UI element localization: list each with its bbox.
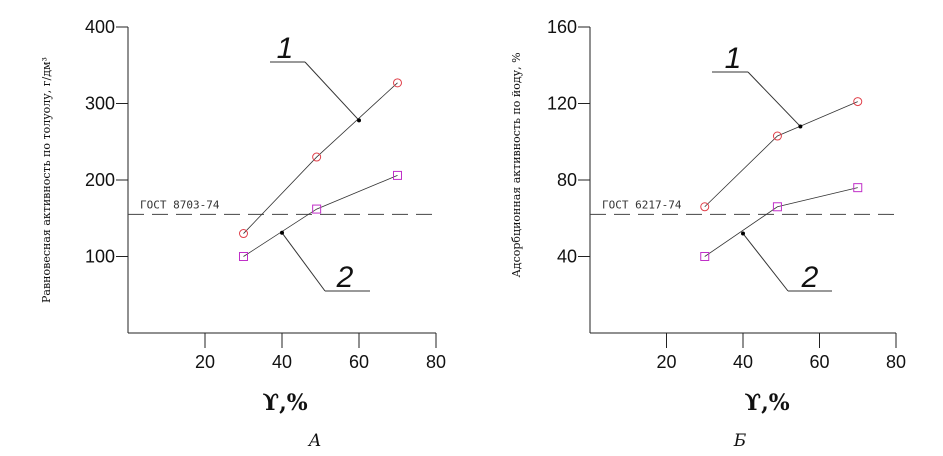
pointer-dot: [280, 230, 284, 235]
chart-panel-1: 100 200 300 400 20 40 60 80 ϒ,% Равновесная актив…: [40, 17, 446, 451]
panel-caption: А: [308, 431, 322, 451]
data-point-square: [853, 183, 863, 193]
y-tick-label: 160: [547, 17, 577, 37]
x-tick-label: 40: [733, 352, 753, 372]
reference-line-label: ГОСТ 6217-74: [602, 198, 682, 211]
data-point-circle: [312, 152, 322, 162]
pointer-line: [304, 61, 360, 121]
series-label: 2: [336, 261, 354, 294]
x-tick-label: 20: [195, 352, 215, 372]
y-tick-label: 100: [85, 247, 115, 267]
pointer-dot: [741, 231, 745, 236]
data-point-circle: [239, 229, 248, 239]
x-tick-label: 20: [656, 352, 676, 372]
series-label: 2: [801, 261, 819, 294]
pointer-line: [281, 232, 326, 292]
series-line-1: [704, 101, 858, 208]
x-tick-label: 80: [426, 352, 446, 372]
panel-caption: Б: [733, 431, 747, 451]
y-tick-label: 200: [85, 170, 115, 190]
series-line-1: [243, 82, 398, 234]
series-label: 1: [725, 42, 742, 75]
data-point-circle: [772, 131, 782, 141]
x-tick-label: 60: [809, 352, 829, 372]
y-tick-label: 300: [85, 94, 115, 114]
y-axis-label: Адсорбционная активность по йоду, %: [510, 52, 523, 277]
y-tick-label: 80: [557, 170, 577, 190]
x-axis-label: ϒ,%: [744, 390, 789, 416]
data-point-square: [312, 204, 322, 214]
data-point-square: [393, 170, 402, 180]
series-line-2: [243, 175, 398, 257]
pointer-dot: [357, 118, 361, 123]
reference-line-label: ГОСТ 8703-74: [140, 198, 220, 211]
chart-panel-2: 40 80 120 160 20 40 60 80 ϒ,% Адсорбционная актив…: [510, 17, 906, 451]
data-point-circle: [700, 202, 710, 212]
y-tick-label: 120: [547, 94, 577, 114]
x-tick-label: 40: [272, 352, 292, 372]
x-tick-label: 80: [886, 352, 906, 372]
data-point-circle: [393, 78, 402, 88]
data-point-square: [239, 252, 248, 261]
pointer-line: [742, 233, 789, 292]
pointer-dot: [798, 124, 803, 129]
data-point-circle: [853, 97, 863, 107]
data-point-square: [700, 252, 710, 261]
y-tick-label: 40: [557, 247, 577, 267]
y-tick-label: 400: [85, 17, 115, 37]
series-line-2: [704, 187, 858, 257]
pointer-line: [747, 71, 801, 127]
x-axis-label: ϒ,%: [262, 390, 307, 416]
x-tick-label: 60: [349, 352, 369, 372]
series-label: 1: [277, 32, 294, 65]
data-point-square: [772, 202, 782, 212]
y-axis-label: Равновесная активность по толуолу, г/дм³: [40, 57, 53, 303]
